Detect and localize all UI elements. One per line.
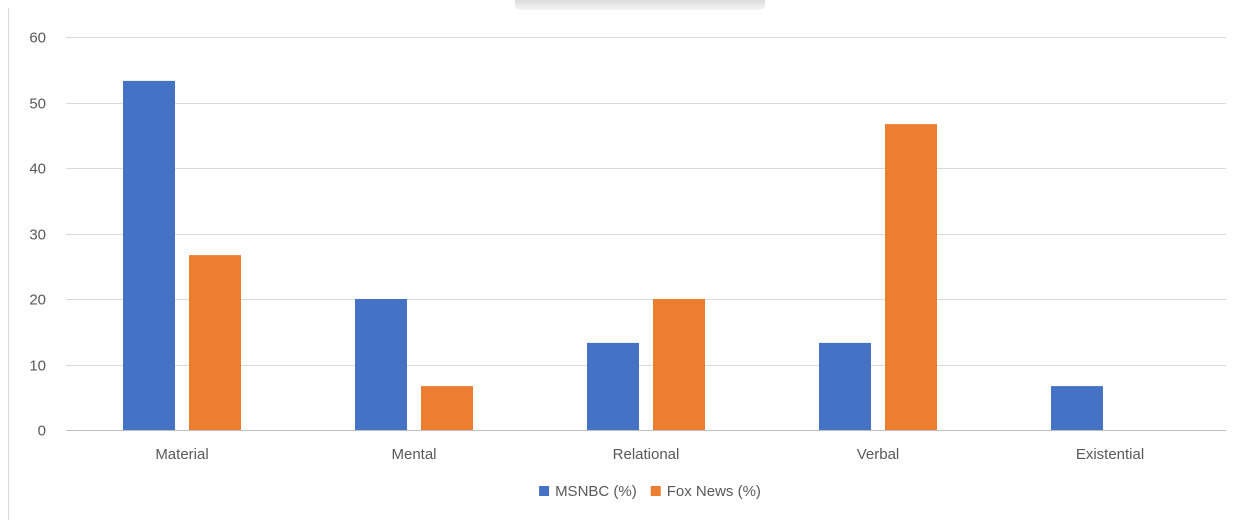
x-tick-label: Existential <box>1076 446 1144 463</box>
y-tick-label: 50 <box>29 96 46 113</box>
bar-msnbc-material <box>123 80 175 430</box>
legend-label: MSNBC (%) <box>555 483 637 500</box>
y-axis-ticks: 0 10 20 30 40 50 60 <box>29 30 46 440</box>
x-axis-ticks: Material Mental Relational Verbal Existentia… <box>155 446 1144 463</box>
bar-fox-relational <box>653 299 705 430</box>
x-tick-label: Relational <box>613 446 680 463</box>
x-tick-label: Mental <box>391 446 436 463</box>
x-tick-label: Material <box>155 446 208 463</box>
cropped-header <box>515 0 765 10</box>
bar-fox-material <box>189 255 241 430</box>
y-tick-label: 20 <box>29 292 46 309</box>
legend: MSNBC (%) Fox News (%) <box>539 483 761 500</box>
y-tick-label: 30 <box>29 227 46 244</box>
frame-line <box>8 8 9 520</box>
legend-swatch <box>539 486 550 496</box>
bar-msnbc-verbal <box>819 342 871 430</box>
bar-fox-mental <box>421 386 473 430</box>
gridlines <box>66 37 1226 431</box>
x-tick-label: Verbal <box>857 446 900 463</box>
bar-msnbc-existential <box>1051 386 1103 430</box>
legend-swatch <box>650 486 661 496</box>
bar-msnbc-mental <box>355 299 407 430</box>
bars <box>123 80 1103 431</box>
y-tick-label: 60 <box>29 30 46 47</box>
bar-msnbc-relational <box>587 342 639 430</box>
y-tick-label: 40 <box>29 161 46 178</box>
bar-fox-verbal <box>885 124 937 431</box>
legend-label: Fox News (%) <box>667 483 761 500</box>
y-tick-label: 10 <box>29 358 46 375</box>
y-tick-label: 0 <box>38 423 46 440</box>
